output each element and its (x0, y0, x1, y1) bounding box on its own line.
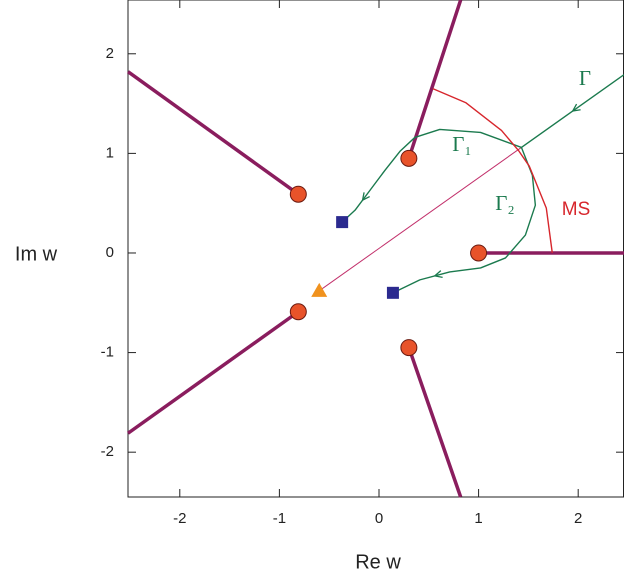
y-axis-label: Im w (15, 243, 58, 265)
branch-point (289, 303, 307, 321)
arrowhead (433, 270, 443, 279)
curve (432, 87, 553, 254)
y-tick-label: 2 (106, 45, 114, 62)
y-tick-label: 0 (106, 244, 114, 261)
branch-point (400, 149, 418, 167)
branch-cut (126, 70, 300, 196)
x-tick-label: -2 (173, 510, 186, 527)
arrowhead (361, 192, 370, 202)
curve-label: MS (562, 199, 591, 220)
branch-point (400, 339, 418, 357)
plot-frame (127, 0, 624, 498)
x-tick-label: -1 (273, 510, 286, 527)
saddle-point (311, 282, 328, 297)
branch-cut (407, 347, 463, 498)
x-tick-label: 0 (375, 510, 383, 527)
branch-cut (126, 310, 300, 435)
arrowhead (571, 103, 581, 112)
x-axis-label: Re w (355, 551, 401, 573)
branch-point (470, 244, 488, 262)
x-tick-label: 2 (574, 510, 582, 527)
y-tick-label: 1 (106, 144, 114, 161)
curve (341, 128, 522, 223)
y-tick-label: -1 (101, 344, 114, 361)
curve-label: Γ₁ (452, 132, 471, 156)
branch-cut (407, 0, 463, 159)
pole (386, 286, 399, 299)
y-tick-label: -2 (101, 443, 114, 460)
pole (336, 216, 349, 229)
curve-label: Γ (579, 66, 591, 90)
branch-point (289, 185, 307, 203)
curve-label: Γ₂ (495, 191, 514, 215)
curve (392, 147, 537, 294)
connecting-line (318, 146, 522, 292)
x-tick-label: 1 (474, 510, 482, 527)
